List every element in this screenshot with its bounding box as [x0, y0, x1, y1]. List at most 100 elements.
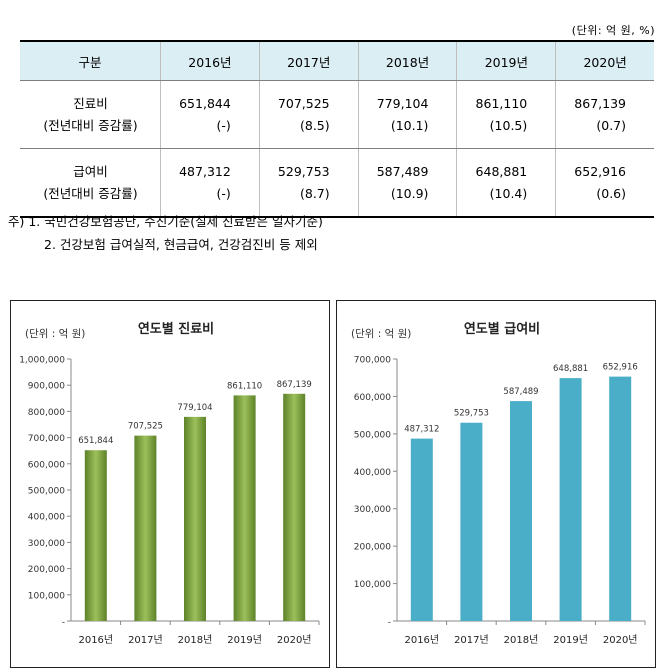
cell-rate: (8.5) — [299, 117, 330, 133]
header-category: 구분 — [20, 40, 161, 81]
cell-rate: (0.6) — [596, 185, 626, 201]
cell-rate: (8.7) — [299, 185, 330, 201]
bar-chart-svg: (단위 : 억 원) 연도별 급여비 - 100,000 200,000 300,000 4… — [351, 321, 646, 646]
data-label: 861,110 — [227, 381, 262, 391]
x-tick-label: 2016년 — [404, 634, 439, 646]
x-tick-label: 2019년 — [227, 634, 262, 646]
cell-rate: (10.5) — [489, 117, 528, 133]
footnote: 주) 1. 국민건강보험공단, 수진기준(실제 진료받은 일자기준) — [8, 214, 323, 229]
y-tick-label: 600,000 — [354, 393, 391, 403]
chart-title: 연도별 급여비 — [464, 321, 540, 337]
cell-rate: (10.1) — [390, 117, 429, 133]
header-year: 2020년 — [555, 40, 654, 81]
y-tick-label: 800,000 — [28, 408, 65, 418]
cell-rate: (-) — [216, 185, 231, 201]
bar — [410, 438, 433, 621]
value-cell: 707,525 (8.5) — [258, 80, 359, 149]
header-year: 2018년 — [357, 40, 457, 81]
data-label: 487,312 — [404, 425, 439, 435]
cell-rate: (10.4) — [489, 185, 528, 201]
row-sublabel: (전년대비 증감률) — [43, 185, 138, 201]
cell-rate: (10.9) — [390, 185, 429, 201]
y-tick-label: 200,000 — [28, 565, 65, 575]
header-year: 2016년 — [160, 40, 260, 81]
value-cell: 779,104 (10.1) — [357, 80, 457, 149]
data-label: 651,844 — [78, 436, 113, 446]
x-tick-label: 2020년 — [277, 634, 312, 646]
row-label-cell: 진료비 (전년대비 증감률) — [20, 80, 161, 149]
chart-unit-label: (단위 : 억 원) — [351, 327, 411, 340]
y-tick-label: 1,000,000 — [19, 356, 65, 366]
chart-title: 연도별 진료비 — [138, 321, 214, 337]
y-tick-label: 500,000 — [28, 487, 65, 497]
table-row: 급여비 (전년대비 증감률) 487,312 (-) 529,753 (8.7) 5… — [20, 148, 654, 218]
bar — [233, 395, 256, 621]
x-tick-label: 2017년 — [454, 634, 489, 646]
row-label: 급여비 — [73, 163, 108, 179]
bar — [510, 401, 532, 621]
bar — [184, 416, 206, 621]
data-label: 707,525 — [128, 422, 163, 432]
x-tick-label: 2017년 — [128, 634, 163, 646]
x-tick-label: 2018년 — [504, 634, 539, 646]
y-tick-label: 100,000 — [28, 591, 65, 601]
y-tick-label: 600,000 — [28, 460, 65, 470]
cell-value: 867,139 — [574, 95, 626, 111]
cell-rate: (0.7) — [596, 117, 626, 133]
value-cell: 487,312 (-) — [160, 148, 260, 218]
header-year: 2019년 — [456, 40, 556, 81]
value-cell: 867,139 (0.7) — [555, 80, 654, 149]
cell-value: 652,916 — [574, 163, 626, 179]
footnote: 2. 건강보험 급여실적, 현금급여, 건강검진비 등 제외 — [44, 237, 318, 252]
y-tick-label: 900,000 — [28, 382, 65, 392]
summary-table: 구분 2016년 2017년 2018년 2019년 2020년 진료비 (전년… — [20, 40, 654, 218]
value-cell: 529,753 (8.7) — [258, 148, 359, 218]
y-tick-label: 700,000 — [28, 434, 65, 444]
cell-value: 587,489 — [376, 163, 429, 179]
y-tick-label: 700,000 — [354, 356, 391, 366]
value-cell: 648,881 (10.4) — [456, 148, 556, 218]
chart-medical-expenses: (단위 : 억 원) 연도별 진료비 - 100,000 200,000 300,000 4… — [10, 300, 330, 668]
value-cell: 652,916 (0.6) — [555, 148, 654, 218]
y-tick-label: 300,000 — [354, 505, 391, 515]
y-tick-label: 500,000 — [354, 430, 391, 440]
value-cell: 587,489 (10.9) — [357, 148, 457, 218]
y-tick-label: 100,000 — [354, 580, 391, 590]
cell-value: 651,844 — [179, 95, 231, 111]
row-label-cell: 급여비 (전년대비 증감률) — [20, 148, 161, 218]
bar — [460, 422, 483, 621]
cell-value: 487,312 — [179, 163, 231, 179]
y-tick-label: - — [62, 618, 65, 628]
data-label: 529,753 — [454, 409, 489, 419]
chart-unit-label: (단위 : 억 원) — [25, 327, 85, 340]
y-tick-label: - — [388, 618, 391, 628]
value-cell: 861,110 (10.5) — [456, 80, 556, 149]
x-tick-label: 2018년 — [178, 634, 213, 646]
cell-value: 779,104 — [376, 95, 429, 111]
chart-benefit-expenses: (단위 : 억 원) 연도별 급여비 - 100,000 200,000 300,000 4… — [336, 300, 656, 668]
x-tick-label: 2016년 — [78, 634, 113, 646]
cell-value: 861,110 — [475, 95, 528, 111]
table-row: 진료비 (전년대비 증감률) 651,844 (-) 707,525 (8.5) 7… — [20, 80, 654, 149]
row-label: 진료비 — [73, 95, 108, 111]
cell-value: 707,525 — [277, 95, 330, 111]
data-label: 648,881 — [553, 364, 588, 374]
data-label: 587,489 — [503, 387, 538, 397]
y-tick-label: 300,000 — [28, 539, 65, 549]
data-label: 652,916 — [603, 363, 638, 373]
bar-chart-svg: (단위 : 억 원) 연도별 진료비 - 100,000 200,000 300,000 4… — [19, 321, 320, 646]
table-header-row: 구분 2016년 2017년 2018년 2019년 2020년 — [20, 40, 654, 81]
value-cell: 651,844 (-) — [160, 80, 260, 149]
x-tick-label: 2019년 — [553, 634, 588, 646]
cell-rate: (-) — [216, 117, 231, 133]
bar — [609, 376, 632, 621]
footnotes: 주) 1. 국민건강보험공단, 수진기준(실제 진료받은 일자기준) 2. 건강… — [8, 210, 323, 256]
y-tick-label: 200,000 — [354, 543, 391, 553]
bar — [559, 378, 582, 621]
row-sublabel: (전년대비 증감률) — [43, 117, 138, 133]
x-tick-label: 2020년 — [603, 634, 638, 646]
cell-value: 529,753 — [277, 163, 330, 179]
bar — [134, 435, 157, 621]
bar — [84, 450, 107, 621]
data-label: 779,104 — [177, 403, 212, 413]
